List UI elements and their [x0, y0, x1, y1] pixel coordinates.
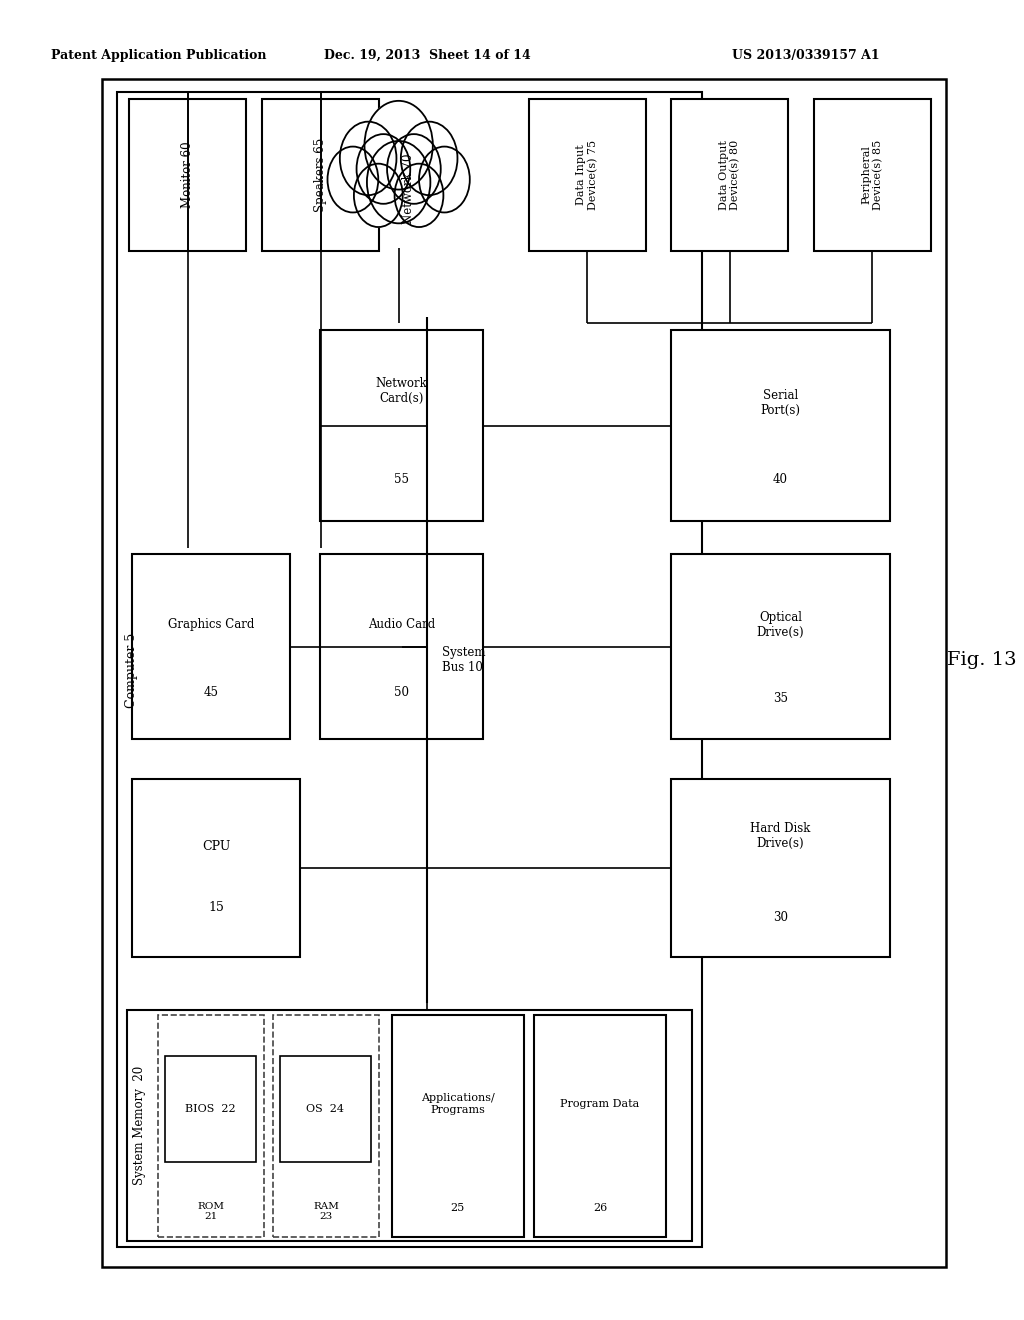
Circle shape: [400, 121, 458, 195]
Text: 45: 45: [204, 686, 218, 700]
FancyBboxPatch shape: [671, 554, 890, 739]
FancyBboxPatch shape: [129, 99, 246, 251]
Circle shape: [387, 135, 440, 203]
FancyBboxPatch shape: [280, 1056, 371, 1162]
Text: Program Data: Program Data: [560, 1098, 640, 1109]
Text: 50: 50: [394, 686, 410, 700]
Text: Serial
Port(s): Serial Port(s): [761, 388, 801, 417]
Text: Data Input
Device(s) 75: Data Input Device(s) 75: [577, 140, 598, 210]
Text: 40: 40: [773, 473, 788, 486]
FancyBboxPatch shape: [671, 779, 890, 957]
Text: BIOS  22: BIOS 22: [185, 1104, 236, 1114]
Text: Network 70: Network 70: [402, 153, 416, 224]
FancyBboxPatch shape: [262, 99, 379, 251]
Text: Applications/
Programs: Applications/ Programs: [421, 1093, 495, 1114]
Text: 30: 30: [773, 911, 788, 924]
Text: ROM
21: ROM 21: [198, 1201, 224, 1221]
Text: Dec. 19, 2013  Sheet 14 of 14: Dec. 19, 2013 Sheet 14 of 14: [324, 49, 530, 62]
Text: 25: 25: [451, 1203, 465, 1213]
FancyBboxPatch shape: [534, 1015, 666, 1237]
FancyBboxPatch shape: [321, 330, 483, 521]
Circle shape: [365, 100, 433, 190]
Text: Optical
Drive(s): Optical Drive(s): [757, 611, 804, 639]
Text: Patent Application Publication: Patent Application Publication: [51, 49, 266, 62]
FancyBboxPatch shape: [165, 1056, 256, 1162]
FancyBboxPatch shape: [101, 79, 946, 1267]
Circle shape: [340, 121, 396, 195]
FancyBboxPatch shape: [132, 779, 300, 957]
Text: 26: 26: [593, 1203, 607, 1213]
FancyBboxPatch shape: [272, 1015, 379, 1237]
Text: Speakers 65: Speakers 65: [314, 137, 328, 213]
FancyBboxPatch shape: [132, 554, 290, 739]
Text: 55: 55: [394, 473, 410, 486]
Text: 35: 35: [773, 692, 788, 705]
Text: CPU: CPU: [202, 840, 230, 853]
FancyBboxPatch shape: [814, 99, 931, 251]
Text: 15: 15: [208, 900, 224, 913]
Text: RAM
23: RAM 23: [313, 1201, 339, 1221]
Circle shape: [394, 164, 443, 227]
FancyBboxPatch shape: [528, 99, 646, 251]
Text: Fig. 13: Fig. 13: [946, 651, 1016, 669]
FancyBboxPatch shape: [671, 330, 890, 521]
Circle shape: [328, 147, 378, 213]
FancyBboxPatch shape: [117, 92, 701, 1247]
Circle shape: [356, 135, 411, 203]
Text: Hard Disk
Drive(s): Hard Disk Drive(s): [751, 822, 811, 850]
Text: Peripheral
Device(s) 85: Peripheral Device(s) 85: [861, 140, 883, 210]
Text: Computer 5: Computer 5: [125, 632, 137, 708]
Text: System
Bus 10: System Bus 10: [442, 645, 485, 675]
Text: Monitor 60: Monitor 60: [181, 141, 195, 209]
FancyBboxPatch shape: [391, 1015, 523, 1237]
Text: System Memory  20: System Memory 20: [133, 1065, 145, 1185]
FancyBboxPatch shape: [671, 99, 788, 251]
Text: Graphics Card: Graphics Card: [168, 618, 254, 631]
Circle shape: [419, 147, 470, 213]
Circle shape: [354, 164, 402, 227]
FancyBboxPatch shape: [321, 554, 483, 739]
Circle shape: [367, 141, 430, 223]
Text: Audio Card: Audio Card: [368, 618, 435, 631]
FancyBboxPatch shape: [127, 1010, 691, 1241]
Text: US 2013/0339157 A1: US 2013/0339157 A1: [732, 49, 880, 62]
FancyBboxPatch shape: [158, 1015, 264, 1237]
Text: Data Output
Device(s) 80: Data Output Device(s) 80: [719, 140, 740, 210]
Text: OS  24: OS 24: [306, 1104, 344, 1114]
Text: Network
Card(s): Network Card(s): [376, 378, 428, 405]
